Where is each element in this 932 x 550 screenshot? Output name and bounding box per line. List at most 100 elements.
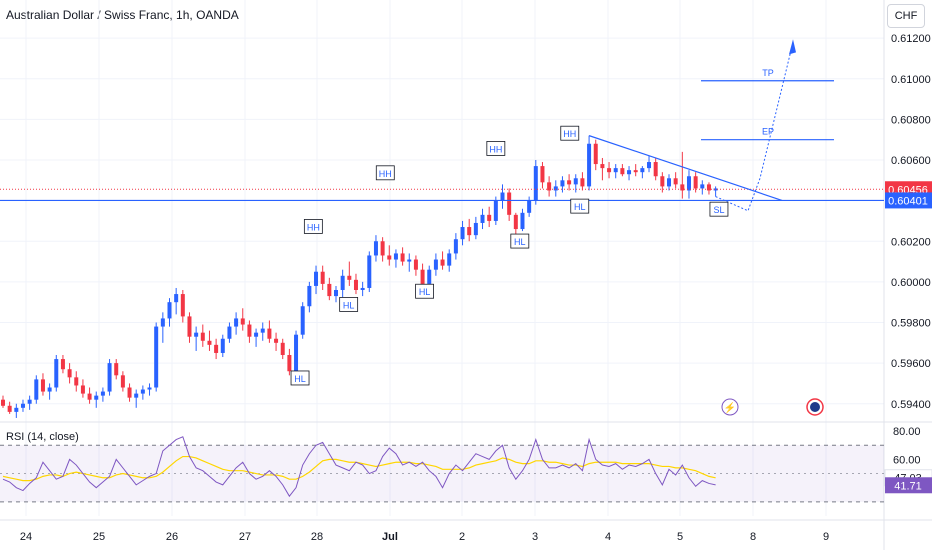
candle — [80, 385, 85, 394]
candle — [300, 306, 305, 335]
candle — [40, 379, 45, 392]
swing-label-box — [290, 370, 310, 386]
swing-label: HL — [514, 237, 526, 247]
tp-label: TP — [762, 68, 774, 78]
lightning-icon — [721, 398, 739, 416]
axes: 0.61200 0.61000 0.60800 0.60600 0.60400 0.602… — [20, 33, 932, 543]
candle — [334, 290, 338, 297]
candle — [547, 182, 552, 191]
currency-button[interactable]: CHF — [887, 4, 925, 28]
candle — [460, 227, 465, 240]
swing-label: HL — [419, 287, 431, 297]
rsi-title: RSI (14, close) — [6, 431, 79, 443]
level-price-badge: 0.60401 — [888, 195, 928, 207]
candle — [160, 318, 165, 327]
candle — [540, 166, 545, 183]
candle — [34, 379, 39, 400]
candle — [1, 399, 5, 406]
rsi-ma-line — [2, 455, 716, 482]
candle — [640, 168, 645, 173]
candle — [600, 164, 605, 169]
swing-label-box — [486, 141, 506, 156]
candle — [573, 178, 578, 185]
candle — [280, 342, 285, 355]
rsi-ma-badge-bg — [884, 469, 932, 487]
flag-icon-inner — [810, 402, 820, 412]
candle — [400, 253, 405, 262]
candle — [493, 200, 498, 221]
candle — [593, 143, 598, 165]
candle — [686, 176, 691, 191]
candle — [580, 178, 585, 187]
candle — [87, 393, 92, 400]
candle — [194, 332, 199, 337]
swing-label: HL — [343, 300, 355, 310]
candle — [507, 192, 512, 215]
x-tick-label: 25 — [93, 531, 105, 543]
candle — [487, 214, 492, 221]
lightning-glyph: ⚡ — [724, 401, 736, 414]
candle — [340, 275, 345, 290]
rsi-pane — [0, 436, 884, 503]
candle — [100, 391, 105, 396]
candles — [1, 135, 718, 418]
x-tick-label: 9 — [823, 531, 829, 543]
x-tick-label: 26 — [166, 531, 178, 543]
candle — [174, 294, 179, 303]
candle — [440, 259, 445, 266]
candle — [553, 186, 558, 191]
candle — [267, 328, 272, 339]
candle — [567, 180, 572, 185]
chart-title: Australian Dollar / Swiss Franc, 1h, OAN… — [6, 8, 239, 22]
candle — [60, 359, 65, 370]
candle — [627, 170, 632, 175]
y-tick-label: 0.60200 — [891, 236, 931, 248]
candle — [560, 180, 565, 187]
candle — [427, 269, 432, 284]
y-tick-label: 0.59600 — [891, 358, 931, 370]
flag-icon — [806, 398, 824, 416]
candle — [260, 328, 265, 333]
rsi-y-tick-label: 60.00 — [893, 454, 921, 466]
candle — [294, 334, 299, 372]
candle — [653, 162, 658, 177]
candle — [74, 377, 79, 386]
rsi-value-badge: 41.71 — [894, 480, 922, 492]
candle — [667, 178, 671, 187]
candle — [706, 184, 711, 191]
x-tick-label: 24 — [20, 531, 32, 543]
candle — [307, 285, 312, 307]
candle — [134, 393, 139, 398]
y-tick-label: 0.60400 — [891, 196, 931, 208]
rsi-y-tick-label: 80.00 — [893, 426, 921, 438]
candle — [234, 318, 239, 327]
candle — [180, 294, 185, 317]
candle — [607, 168, 612, 173]
candle — [140, 389, 145, 394]
candle — [54, 359, 59, 388]
swing-label-box — [339, 297, 359, 312]
candle — [247, 324, 252, 337]
candle — [154, 326, 159, 388]
x-tick-label: 28 — [311, 531, 323, 543]
trendline — [588, 135, 783, 201]
y-tick-label: 0.61000 — [891, 74, 931, 86]
y-tick-label: 0.60000 — [891, 277, 931, 289]
swing-label-box — [303, 219, 323, 234]
candle — [413, 259, 418, 270]
candle — [240, 318, 245, 325]
candle — [673, 178, 678, 185]
projection-path — [715, 42, 794, 212]
candle — [353, 279, 358, 290]
candle — [420, 269, 425, 284]
candle — [7, 405, 12, 412]
rsi-ma-badge: 47.03 — [894, 473, 922, 485]
y-tick-label: 0.60800 — [891, 114, 931, 126]
swing-label-box — [375, 165, 395, 181]
swing-label: HH — [489, 144, 502, 154]
swing-label-box — [510, 233, 530, 249]
x-tick-label: 2 — [459, 531, 465, 543]
candle — [360, 287, 365, 290]
